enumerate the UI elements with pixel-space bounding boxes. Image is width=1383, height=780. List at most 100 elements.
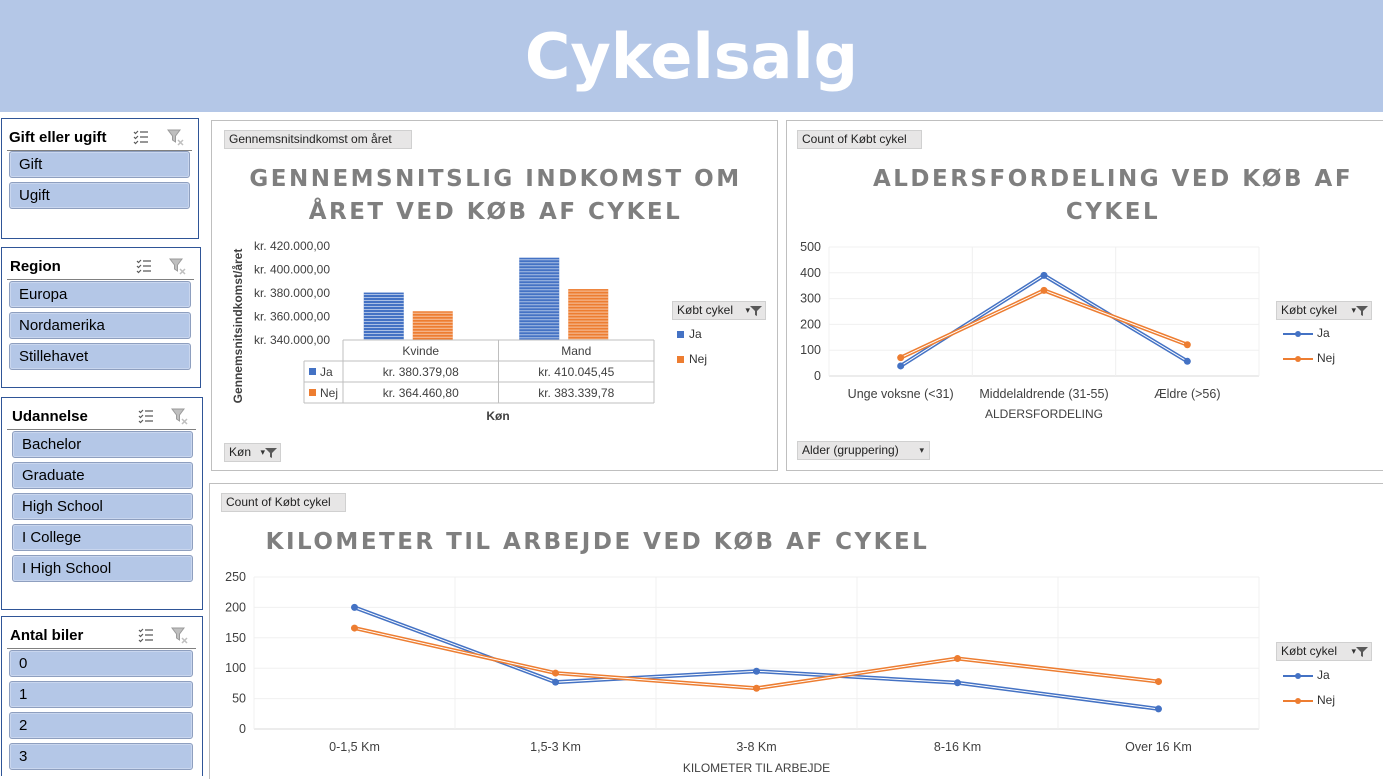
data-point-ja bbox=[552, 678, 559, 686]
data-point-nej bbox=[351, 624, 358, 632]
slicer-item-1[interactable]: 1 bbox=[9, 681, 193, 708]
income-chart-panel[interactable]: Gennemsnitsindkomst om året GENNEMSNITSL… bbox=[211, 120, 778, 471]
x-category-label: 1,5-3 Km bbox=[530, 740, 581, 754]
value-field-button[interactable]: Gennemsnitsindkomst om året bbox=[224, 130, 412, 149]
legend-item-nej: Nej bbox=[1283, 351, 1335, 365]
slicer-title: Udannelse bbox=[12, 408, 88, 425]
income-bar-chart: kr. 340.000,00 kr. 360.000,00 kr. 380.000,… bbox=[231, 239, 655, 423]
y-tick-label: kr. 400.000,00 bbox=[254, 263, 330, 277]
filter-dropdown-icon[interactable]: ▾ bbox=[260, 444, 277, 461]
multi-select-icon[interactable] bbox=[133, 129, 149, 145]
table-cell: kr. 383.339,78 bbox=[538, 386, 614, 400]
y-tick-label: 500 bbox=[800, 240, 821, 254]
x-category-label: 3-8 Km bbox=[736, 740, 776, 754]
legend-item-ja: Ja bbox=[1283, 668, 1330, 682]
data-point-ja bbox=[1183, 357, 1191, 365]
legend-filter-button[interactable]: Købt cykel ▾ bbox=[1276, 301, 1372, 320]
filter-dropdown-icon[interactable]: ▾ bbox=[1351, 643, 1368, 660]
slicer-item-3[interactable]: 3 bbox=[9, 743, 193, 770]
y-tick-label: kr. 420.000,00 bbox=[254, 239, 330, 253]
data-point-ja bbox=[351, 603, 358, 611]
legend-item-ja: Ja bbox=[1283, 326, 1330, 340]
multi-select-icon[interactable] bbox=[138, 627, 154, 643]
x-axis-title: KILOMETER TIL ARBEJDE bbox=[683, 761, 830, 775]
age-chart-panel[interactable]: Count of Købt cykel ALDERSFORDELING VED … bbox=[786, 120, 1383, 471]
slicer-education: Udannelse Bachelor Graduate High School … bbox=[1, 397, 203, 610]
multi-select-icon[interactable] bbox=[138, 408, 154, 424]
data-point-nej bbox=[1155, 678, 1162, 686]
x-axis-title: ALDERSFORDELING bbox=[985, 407, 1103, 421]
y-tick-label: 0 bbox=[814, 369, 821, 383]
table-row-label: Ja bbox=[320, 365, 333, 379]
slicer-item-bachelor[interactable]: Bachelor bbox=[12, 431, 193, 458]
slicer-item-i-high-school[interactable]: I High School bbox=[12, 555, 193, 582]
legend-filter-button[interactable]: Købt cykel ▾ bbox=[1276, 642, 1372, 661]
slicer-cars: Antal biler 0 1 2 3 bbox=[1, 616, 203, 776]
slicer-marital-status: Gift eller ugift Gift Ugift bbox=[1, 118, 199, 239]
y-tick-label: 200 bbox=[225, 600, 246, 614]
age-line-chart: 0 100 200 300 400 500 Unge voksne (<31) Middela… bbox=[800, 240, 1260, 421]
clear-filter-icon[interactable] bbox=[171, 408, 189, 425]
multi-select-icon[interactable] bbox=[136, 258, 152, 274]
slicer-item-europa[interactable]: Europa bbox=[9, 281, 191, 308]
y-tick-label: kr. 360.000,00 bbox=[254, 310, 330, 324]
data-point-nej bbox=[1040, 286, 1048, 294]
y-tick-label: 150 bbox=[225, 631, 246, 645]
x-category-label: Mand bbox=[561, 344, 591, 358]
data-point-ja bbox=[954, 679, 961, 687]
clear-filter-icon[interactable] bbox=[171, 627, 189, 644]
chart-title: KILOMETER TIL ARBEJDE VED KØB AF CYKEL bbox=[265, 529, 930, 555]
series-line-nej bbox=[354, 626, 1159, 691]
slicer-item-high-school[interactable]: High School bbox=[12, 493, 193, 520]
table-cell: kr. 380.379,08 bbox=[383, 365, 459, 379]
y-tick-label: 250 bbox=[225, 570, 246, 584]
x-axis-title: Køn bbox=[486, 409, 509, 423]
x-category-label: 8-16 Km bbox=[934, 740, 981, 754]
slicer-title: Region bbox=[10, 258, 61, 275]
x-category-label: 0-1,5 Km bbox=[329, 740, 380, 754]
y-tick-label: 200 bbox=[800, 317, 821, 331]
y-tick-label: 100 bbox=[225, 661, 246, 675]
y-tick-label: 50 bbox=[232, 692, 246, 706]
slicer-title: Gift eller ugift bbox=[9, 129, 107, 146]
legend-item-ja: Ja bbox=[677, 327, 702, 341]
slicer-item-gift[interactable]: Gift bbox=[9, 151, 190, 178]
legend-filter-button[interactable]: Købt cykel ▾ bbox=[672, 301, 766, 320]
value-field-button[interactable]: Count of Købt cykel bbox=[797, 130, 922, 149]
bar-ja-kvinde bbox=[363, 292, 404, 340]
table-row-label: Nej bbox=[320, 386, 338, 400]
y-tick-label: 100 bbox=[800, 343, 821, 357]
y-tick-label: kr. 340.000,00 bbox=[254, 333, 330, 347]
dropdown-icon[interactable]: ▾ bbox=[919, 445, 924, 455]
slicer-item-ugift[interactable]: Ugift bbox=[9, 182, 190, 209]
table-legend-key bbox=[309, 368, 316, 375]
km-chart-panel[interactable]: Count of Købt cykel KILOMETER TIL ARBEJD… bbox=[209, 483, 1383, 779]
slicer-item-graduate[interactable]: Graduate bbox=[12, 462, 193, 489]
clear-filter-icon[interactable] bbox=[167, 129, 185, 146]
slicer-item-i-college[interactable]: I College bbox=[12, 524, 193, 551]
slicer-item-2[interactable]: 2 bbox=[9, 712, 193, 739]
slicer-item-0[interactable]: 0 bbox=[9, 650, 193, 677]
data-point-nej bbox=[897, 354, 905, 362]
filter-dropdown-icon[interactable]: ▾ bbox=[745, 302, 762, 319]
series-line-highlight bbox=[354, 627, 1159, 689]
y-tick-label: 400 bbox=[800, 266, 821, 280]
slicer-item-nordamerika[interactable]: Nordamerika bbox=[9, 312, 191, 339]
axis-field-button[interactable]: Alder (gruppering) ▾ bbox=[797, 441, 930, 460]
data-point-ja bbox=[1155, 705, 1162, 713]
clear-filter-icon[interactable] bbox=[169, 258, 187, 275]
value-field-button[interactable]: Count of Købt cykel bbox=[221, 493, 346, 512]
x-category-label: Middelaldrende (31-55) bbox=[979, 387, 1108, 401]
data-point-nej bbox=[552, 669, 559, 677]
y-tick-label: kr. 380.000,00 bbox=[254, 286, 330, 300]
slicer-item-stillehavet[interactable]: Stillehavet bbox=[9, 343, 191, 370]
page-title: Cykelsalg bbox=[524, 19, 859, 93]
series-line-highlight bbox=[354, 606, 1159, 710]
data-point-ja bbox=[1040, 271, 1048, 279]
slicer-region: Region Europa Nordamerika Stillehavet bbox=[1, 247, 201, 388]
x-category-label: Over 16 Km bbox=[1125, 740, 1192, 754]
axis-field-button[interactable]: Køn ▾ bbox=[224, 443, 281, 462]
x-category-label: Unge voksne (<31) bbox=[848, 387, 954, 401]
table-cell: kr. 410.045,45 bbox=[538, 365, 614, 379]
filter-dropdown-icon[interactable]: ▾ bbox=[1351, 302, 1368, 319]
